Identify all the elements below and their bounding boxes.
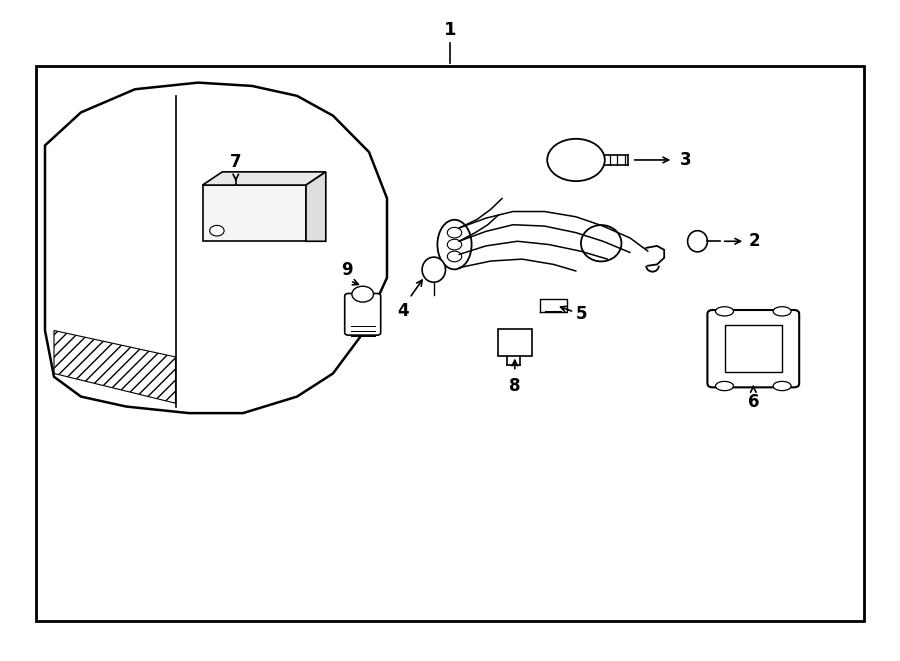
- Ellipse shape: [422, 257, 446, 282]
- Ellipse shape: [688, 231, 707, 252]
- Bar: [724, 325, 782, 372]
- FancyBboxPatch shape: [707, 310, 799, 387]
- Text: 3: 3: [680, 151, 691, 169]
- Circle shape: [547, 139, 605, 181]
- Circle shape: [447, 251, 462, 262]
- Circle shape: [352, 286, 374, 302]
- Circle shape: [447, 239, 462, 250]
- Polygon shape: [202, 172, 326, 185]
- Text: 7: 7: [230, 153, 241, 171]
- Text: 4: 4: [398, 302, 409, 320]
- Ellipse shape: [581, 225, 621, 262]
- Ellipse shape: [716, 381, 733, 391]
- Text: 2: 2: [749, 232, 760, 251]
- Text: 6: 6: [748, 393, 759, 411]
- Text: 9: 9: [341, 261, 352, 279]
- Circle shape: [210, 225, 224, 236]
- Ellipse shape: [773, 381, 791, 391]
- Ellipse shape: [716, 307, 733, 316]
- Text: 1: 1: [444, 20, 456, 39]
- Text: 8: 8: [509, 377, 520, 395]
- Bar: [36, 66, 864, 621]
- Bar: [498, 329, 532, 356]
- Ellipse shape: [437, 219, 472, 270]
- Circle shape: [447, 227, 462, 238]
- Bar: [202, 185, 306, 241]
- FancyBboxPatch shape: [345, 293, 381, 335]
- Text: 5: 5: [576, 305, 588, 323]
- Polygon shape: [306, 172, 326, 241]
- Ellipse shape: [773, 307, 791, 316]
